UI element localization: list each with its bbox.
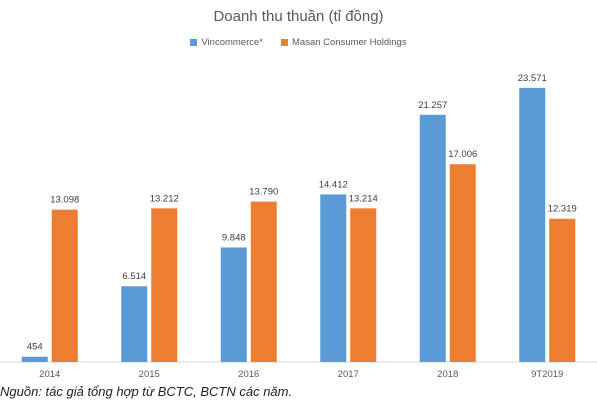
- bar-masan-2017: [350, 208, 377, 362]
- legend-swatch-vincommerce: [190, 39, 198, 46]
- legend-item-vincommerce: Vincommerce*: [190, 37, 263, 48]
- data-label-masan-2015: 13.212: [150, 193, 179, 204]
- bar-masan-2016: [250, 201, 277, 362]
- bar-vincommerce-2015: [121, 286, 148, 362]
- bar-vincommerce-2018: [419, 114, 446, 362]
- x-tick-label-2015: 2015: [139, 369, 160, 380]
- bar-vincommerce-2016: [220, 247, 247, 362]
- bar-vincommerce-9T2019: [519, 87, 546, 363]
- data-label-vincommerce-2015: 6.514: [122, 271, 146, 282]
- bar-vincommerce-2014: [21, 356, 48, 362]
- legend-swatch-masan: [281, 39, 288, 46]
- data-label-masan-9T2019: 12.319: [548, 204, 577, 215]
- x-tick-label-2014: 2014: [39, 369, 60, 380]
- data-label-masan-2016: 13.790: [249, 187, 278, 198]
- bar-vincommerce-2017: [320, 194, 347, 362]
- legend-label-vincommerce: Vincommerce*: [201, 37, 263, 48]
- data-label-vincommerce-2014: 454: [27, 342, 43, 353]
- x-tick-label-2017: 2017: [338, 369, 359, 380]
- bar-masan-2014: [51, 209, 78, 362]
- legend-item-masan: Masan Consumer Holdings: [281, 37, 407, 48]
- data-label-vincommerce-9T2019: 23.571: [518, 73, 547, 84]
- x-tick-label-9T2019: 9T2019: [531, 369, 563, 380]
- data-label-masan-2017: 13.214: [349, 193, 378, 204]
- legend-label-masan: Masan Consumer Holdings: [292, 37, 407, 48]
- source-caption: Nguồn: tác giả tổng hợp từ BCTC, BCTN cá…: [0, 384, 293, 399]
- data-label-vincommerce-2016: 9.848: [222, 232, 246, 243]
- data-label-masan-2014: 13.098: [50, 195, 79, 206]
- bar-masan-2018: [449, 164, 476, 362]
- data-label-vincommerce-2017: 14.412: [319, 179, 348, 190]
- data-label-masan-2018: 17.006: [448, 149, 477, 160]
- x-tick-label-2016: 2016: [238, 369, 259, 380]
- bar-masan-9T2019: [549, 218, 576, 362]
- chart-title: Doanh thu thuần (tỉ đồng): [213, 8, 384, 25]
- bar-masan-2015: [151, 208, 178, 362]
- x-tick-label-2018: 2018: [437, 369, 458, 380]
- data-label-vincommerce-2018: 21.257: [418, 100, 447, 111]
- chart-legend: Vincommerce* Masan Consumer Holdings: [0, 37, 597, 48]
